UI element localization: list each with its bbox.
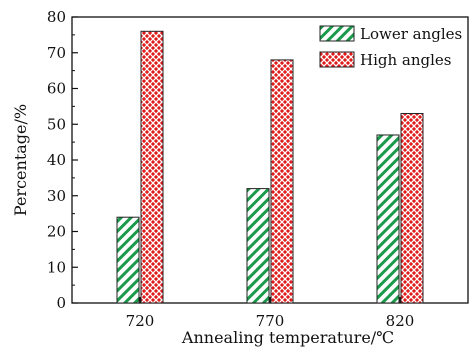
y-tick-label: 40 xyxy=(47,151,66,169)
x-tick-label: 720 xyxy=(126,312,155,330)
y-tick-label: 10 xyxy=(47,258,66,276)
y-tick-label: 60 xyxy=(47,80,66,98)
bar-lower-angles-770 xyxy=(246,188,270,304)
x-tick-label: 820 xyxy=(386,312,415,330)
bar-high-angles-720 xyxy=(140,30,164,304)
legend-label: High angles xyxy=(360,51,452,69)
legend: Lower angles High angles xyxy=(319,25,462,69)
y-axis-title: Percentage/% xyxy=(11,104,30,216)
x-tick-label: 770 xyxy=(256,312,285,330)
bar-high-angles-770 xyxy=(270,59,294,304)
y-tick-label: 50 xyxy=(47,115,66,133)
x-axis: 720 770 820 xyxy=(126,297,415,330)
bar-lower-angles-820 xyxy=(376,134,400,304)
x-axis-title: Annealing temperature/℃ xyxy=(181,328,394,347)
bar-lower-angles-720 xyxy=(116,216,140,304)
y-tick-label: 70 xyxy=(47,44,66,62)
y-tick-label: 30 xyxy=(47,187,66,205)
bar-high-angles-820 xyxy=(400,113,424,304)
legend-swatch-lower-angles xyxy=(319,25,355,42)
y-tick-label: 80 xyxy=(47,8,66,26)
y-tick-label: 20 xyxy=(47,223,66,241)
legend-swatch-high-angles xyxy=(319,51,355,68)
y-tick-label: 0 xyxy=(56,294,66,312)
y-axis: 0 10 20 30 40 50 60 70 80 xyxy=(47,8,78,312)
legend-label: Lower angles xyxy=(360,25,462,43)
bars xyxy=(116,30,424,304)
